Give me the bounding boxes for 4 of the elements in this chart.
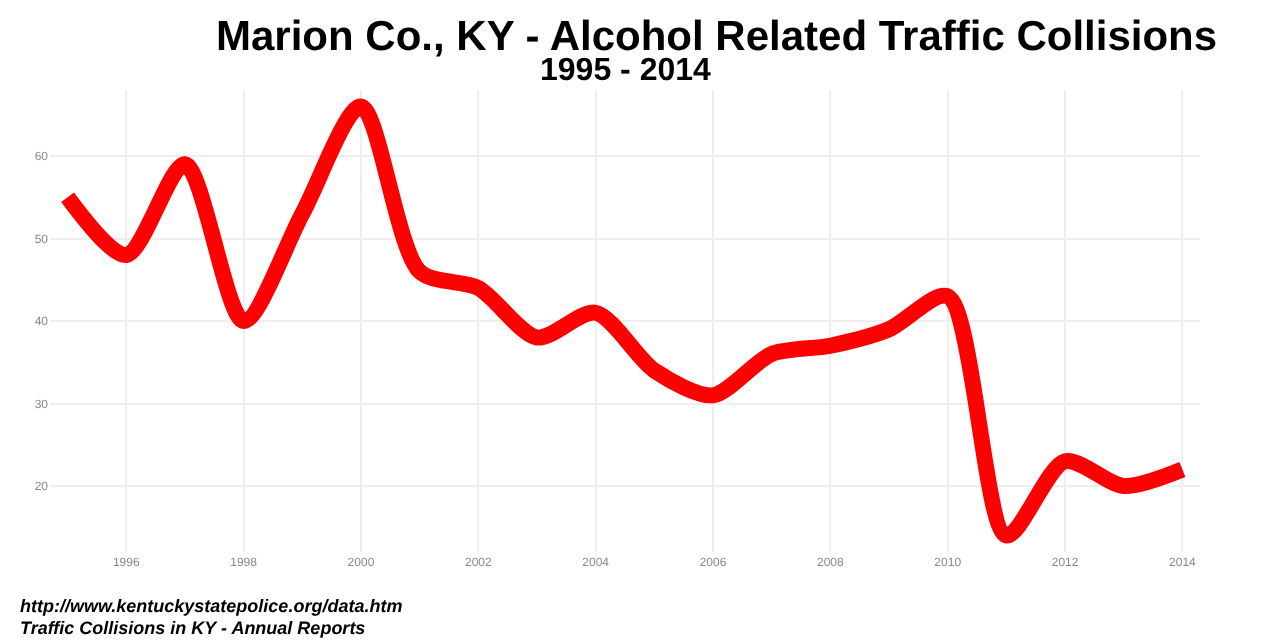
text: Traffic Collisions in KY - Annual Reports — [20, 618, 366, 638]
chart-subtitle: 1995 - 2014 — [540, 54, 712, 88]
text: http://www.kentuckystatepolice.org/data.htm — [20, 596, 403, 616]
chart-title: Marion Co., KY - Alcohol Related Traffic Collisions — [216, 14, 1218, 60]
